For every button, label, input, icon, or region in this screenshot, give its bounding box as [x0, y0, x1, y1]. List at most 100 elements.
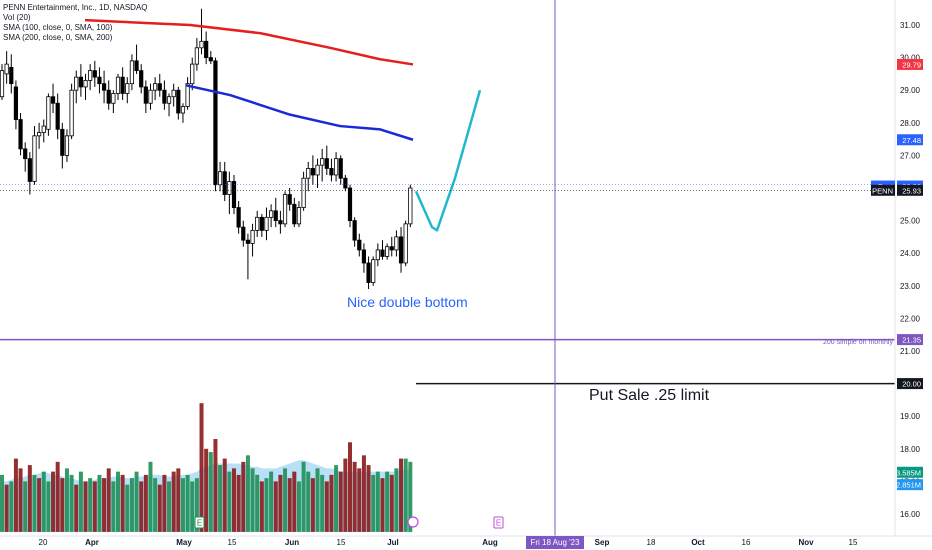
volume-bar — [394, 468, 399, 532]
volume-bar — [255, 474, 260, 532]
price-tag-value: 3.585M — [896, 468, 921, 477]
volume-bar — [180, 478, 185, 532]
x-tick-label: Jun — [285, 538, 299, 547]
volume-bar — [283, 468, 288, 532]
candle-body — [55, 102, 60, 130]
price-tag-bg — [897, 58, 923, 70]
x-tick-label: 18 — [647, 538, 656, 547]
volume-bar — [78, 471, 83, 532]
volume-bar — [361, 455, 366, 532]
volume-bar — [60, 478, 65, 532]
volume-bar — [408, 461, 413, 532]
volume-bar — [88, 478, 93, 532]
volume-bar — [171, 471, 176, 532]
price-tag-value-bg — [897, 184, 923, 196]
volume-bar — [264, 478, 269, 532]
candle-body — [50, 96, 56, 104]
y-tick-label: 22.00 — [900, 314, 921, 323]
candle-body — [129, 60, 135, 85]
volume-bar — [241, 461, 246, 532]
candle-body — [208, 57, 213, 62]
price-tag-bg — [897, 334, 923, 346]
y-tick-label: 29.00 — [900, 86, 921, 95]
candle-body — [222, 171, 227, 195]
y-tick-label: 23.00 — [900, 282, 921, 291]
volume-bar — [296, 481, 301, 532]
candle-body — [194, 47, 199, 65]
candle-body — [250, 229, 255, 244]
candle-body — [245, 239, 251, 244]
x-tick-label: May — [176, 538, 192, 547]
volume-bar — [213, 439, 218, 532]
candle-body — [64, 135, 70, 156]
volume-bar — [343, 458, 348, 532]
candle-body — [199, 40, 204, 49]
volume-bar — [176, 468, 181, 532]
volume-bar — [259, 481, 264, 532]
volume-bar — [18, 468, 23, 532]
volume-bar — [250, 468, 255, 532]
candle-body — [37, 132, 42, 137]
candle-body — [120, 76, 125, 94]
candle-body — [352, 220, 357, 241]
cursor-date-tag — [526, 536, 584, 549]
volume-bar — [236, 474, 241, 532]
candle-body — [217, 171, 223, 186]
candle-body — [329, 168, 334, 176]
candle-body — [97, 76, 102, 85]
candle-body — [92, 70, 97, 78]
volume-bar — [83, 481, 88, 532]
candle-body — [398, 236, 404, 264]
candle-body — [115, 76, 121, 94]
candle-body — [166, 96, 172, 104]
legend-vol: Vol (20) — [3, 13, 31, 22]
volume-bar — [338, 471, 343, 532]
candle-body — [269, 210, 274, 218]
candle-body — [389, 246, 394, 251]
candle-body — [180, 106, 186, 114]
candle-body — [185, 83, 190, 107]
legend-sma100: SMA (100, close, 0, SMA, 100) — [3, 23, 113, 32]
candle-body — [315, 164, 320, 176]
volume-bar — [41, 471, 46, 532]
candle-body — [375, 249, 380, 261]
double-bottom-annotation: Nice double bottom — [347, 294, 468, 310]
price-tag-value: 25.93 — [902, 186, 921, 195]
price-tag-bg — [897, 479, 923, 491]
volume-bar — [232, 468, 236, 532]
candle-body — [259, 216, 264, 231]
volume-bar — [385, 471, 390, 532]
x-tick-label: 15 — [228, 538, 237, 547]
volume-bar — [334, 465, 339, 532]
candle-body — [143, 86, 148, 104]
volume-bar — [51, 471, 56, 532]
volume-bar — [185, 474, 190, 532]
volume-bar — [64, 468, 69, 532]
volume-bar — [245, 455, 250, 532]
volume-bar — [301, 461, 306, 532]
y-tick-label: 24.00 — [900, 249, 921, 258]
candle-body — [4, 63, 9, 75]
candle-body — [394, 236, 399, 251]
volume-bar — [375, 471, 380, 532]
candle-body — [282, 194, 288, 225]
candle-body — [148, 89, 153, 104]
candle-body — [83, 80, 88, 88]
volume-bar — [157, 484, 162, 532]
volume-bar — [23, 481, 28, 532]
candle-body — [111, 93, 116, 104]
price-tag-name: PENN — [872, 186, 893, 195]
volume-bar — [194, 478, 199, 532]
y-tick-label: 27.00 — [900, 151, 921, 160]
candle-body — [78, 76, 83, 88]
volume-bar — [348, 442, 352, 532]
candle-body — [403, 223, 408, 264]
sma200-monthly-annotation: 200 simple on monthly — [823, 339, 894, 346]
x-tick-label: Aug — [482, 538, 498, 547]
cursor-date-label: Fri 18 Aug '23 — [530, 538, 580, 547]
legend-sma200: SMA (200, close, 0, SMA, 200) — [3, 33, 113, 42]
dividend-marker-icon — [407, 516, 419, 528]
volume-bar — [111, 481, 116, 532]
volume-bar — [380, 478, 385, 532]
